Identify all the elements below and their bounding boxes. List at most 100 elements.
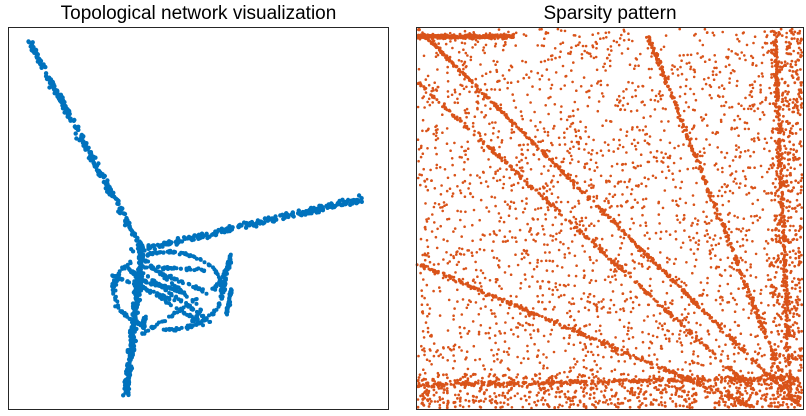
sparsity-entry: [680, 350, 684, 354]
sparsity-entry: [457, 59, 461, 62]
sparsity-entry: [476, 100, 479, 103]
sparsity-entry: [596, 32, 600, 35]
sparsity-entry: [704, 82, 708, 86]
sparsity-entry: [546, 134, 550, 137]
sparsity-entry: [548, 157, 551, 161]
sparsity-entry: [447, 217, 451, 221]
sparsity-entry: [689, 67, 692, 71]
sparsity-entry: [590, 279, 593, 282]
sparsity-entry: [708, 349, 712, 353]
sparsity-entry: [490, 148, 494, 152]
sparsity-entry: [602, 298, 605, 301]
sparsity-entry: [673, 146, 676, 150]
sparsity-entry: [621, 193, 624, 196]
sparsity-entry: [630, 188, 634, 191]
network-node: [30, 43, 35, 49]
sparsity-entry: [660, 151, 663, 154]
sparsity-entry: [622, 39, 626, 42]
sparsity-entry: [507, 214, 511, 217]
sparsity-entry: [462, 253, 466, 256]
sparsity-entry: [493, 44, 497, 48]
sparsity-entry: [591, 33, 594, 36]
sparsity-entry: [558, 143, 561, 146]
sparsity-entry: [754, 252, 758, 256]
sparsity-entry: [661, 304, 664, 308]
sparsity-entry: [603, 395, 606, 399]
network-node: [118, 309, 123, 314]
sparsity-entry: [786, 62, 789, 65]
sparsity-entry: [595, 194, 599, 198]
sparsity-entry: [622, 90, 625, 93]
sparsity-entry: [558, 371, 561, 375]
sparsity-entry: [603, 62, 606, 66]
sparsity-entry: [659, 251, 662, 254]
sparsity-entry: [674, 185, 677, 189]
sparsity-entry: [709, 266, 713, 269]
sparsity-entry: [481, 140, 485, 144]
sparsity-entry: [445, 58, 449, 62]
sparsity-entry: [607, 275, 610, 279]
sparsity-entry: [789, 147, 793, 151]
sparsity-entry: [572, 180, 575, 184]
sparsity-entry: [551, 235, 555, 238]
network-node: [128, 259, 133, 264]
network-node: [149, 266, 154, 271]
sparsity-entry: [546, 31, 550, 35]
sparsity-entry: [728, 77, 731, 80]
sparsity-entry: [563, 253, 567, 256]
sparsity-entry: [553, 305, 556, 309]
sparsity-entry: [439, 193, 443, 196]
sparsity-entry: [546, 206, 550, 209]
sparsity-entry: [685, 315, 689, 319]
sparsity-entry: [471, 195, 475, 199]
sparsity-entry: [685, 328, 689, 332]
sparsity-entry: [483, 276, 487, 280]
sparsity-entry: [554, 216, 557, 219]
sparsity-entry: [455, 250, 458, 254]
sparsity-entry: [569, 315, 572, 319]
sparsity-entry: [480, 110, 483, 114]
sparsity-entry: [700, 363, 703, 367]
sparsity-entry: [611, 275, 614, 279]
sparsity-entry: [715, 66, 718, 70]
sparsity-entry: [563, 293, 566, 297]
sparsity-entry: [692, 68, 695, 71]
sparsity-entry: [498, 284, 501, 288]
sparsity-entry: [552, 127, 555, 130]
sparsity-entry: [536, 218, 540, 221]
sparsity-entry: [548, 202, 552, 206]
sparsity-entry: [756, 364, 760, 368]
sparsity-entry: [494, 204, 497, 208]
sparsity-entry: [761, 208, 765, 211]
sparsity-entry: [507, 347, 511, 350]
sparsity-entry: [729, 337, 733, 340]
sparsity-entry: [678, 95, 682, 98]
sparsity-entry: [433, 400, 437, 403]
sparsity-entry: [519, 110, 523, 113]
network-node: [202, 260, 207, 265]
sparsity-entry: [422, 167, 426, 171]
sparsity-entry: [678, 27, 681, 31]
sparsity-entry: [503, 77, 506, 81]
sparsity-entry: [633, 198, 637, 202]
network-node: [30, 48, 35, 53]
sparsity-entry: [671, 199, 674, 202]
sparsity-entry: [763, 393, 766, 397]
sparsity-entry: [657, 200, 661, 204]
sparsity-entry: [535, 265, 539, 268]
network-node: [198, 257, 203, 262]
sparsity-entry: [567, 246, 570, 250]
network-node: [169, 327, 174, 332]
sparsity-entry: [433, 202, 437, 205]
sparsity-entry: [593, 239, 597, 242]
sparsity-entry: [572, 184, 576, 187]
sparsity-entry: [520, 148, 524, 151]
sparsity-entry: [705, 200, 708, 204]
sparsity-entry: [528, 230, 531, 233]
sparsity-entry: [588, 96, 591, 99]
sparsity-entry: [710, 96, 713, 100]
sparsity-entry: [666, 165, 670, 168]
sparsity-entry: [634, 64, 637, 68]
network-node: [169, 314, 174, 319]
